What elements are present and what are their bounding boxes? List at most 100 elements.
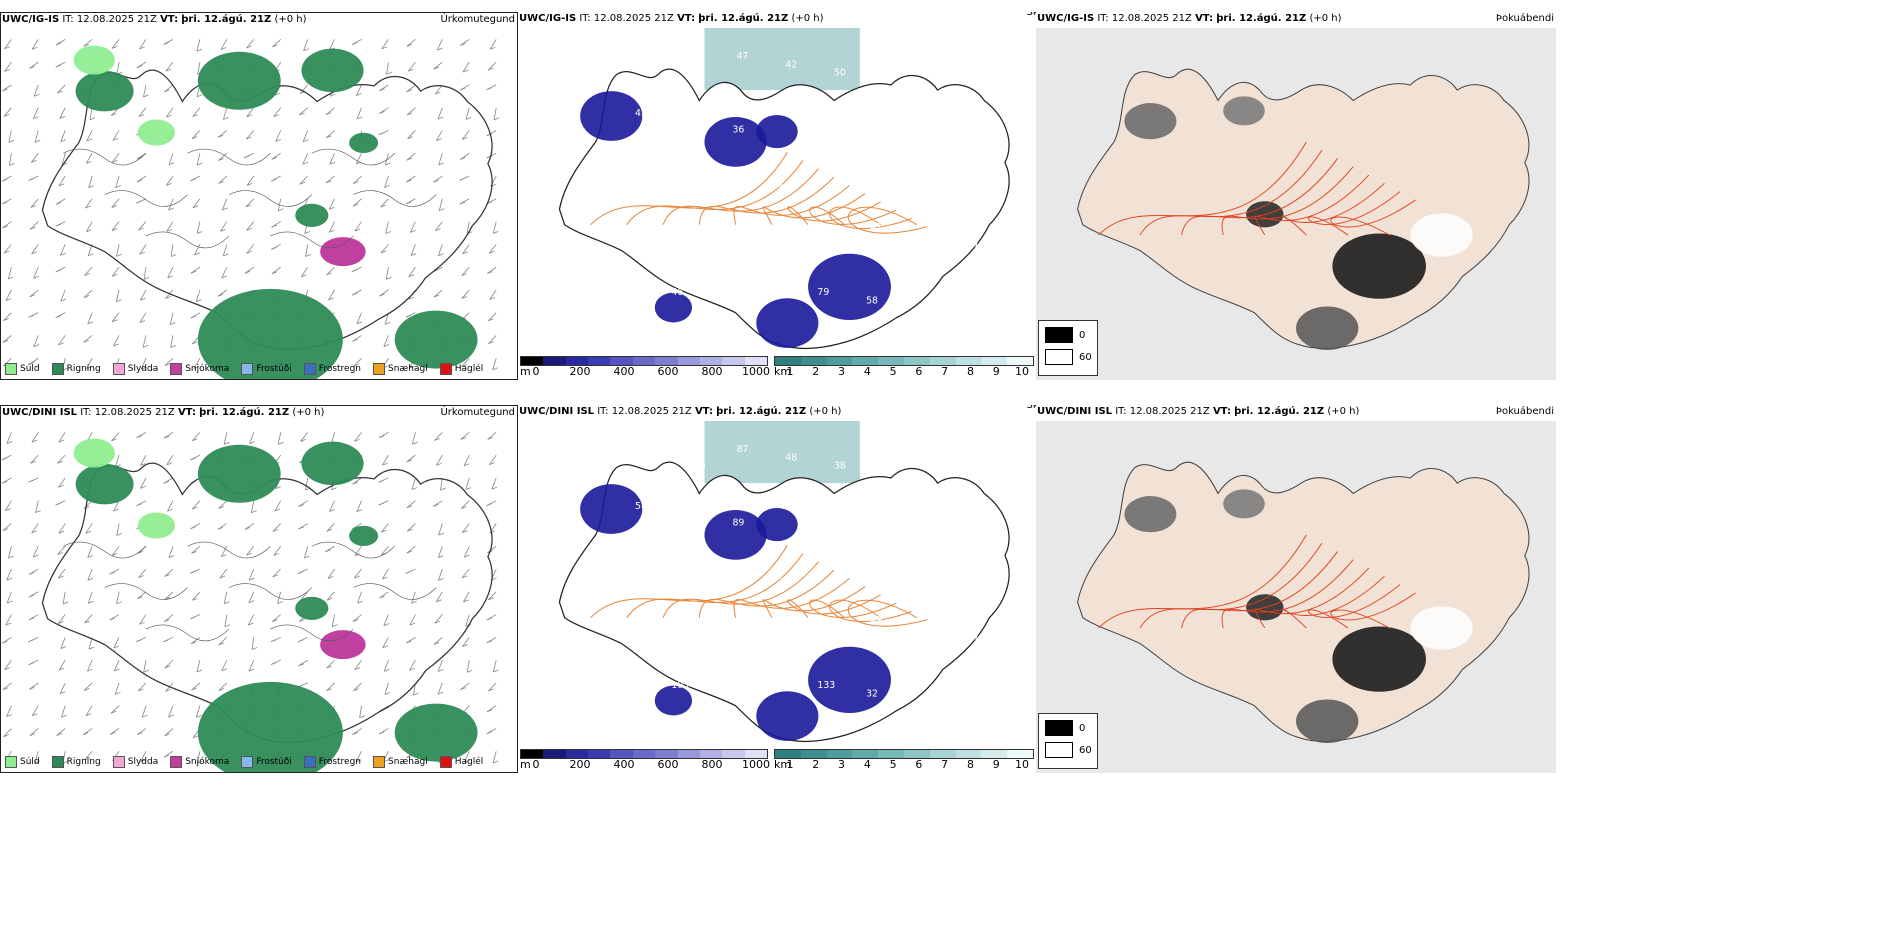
panel-title: Skyggni bbox=[1026, 12, 1036, 18]
colorbar-tick: 600 bbox=[657, 758, 679, 771]
map-panel-precip-type: UWC/DINI ISL IT: 12.08.2025 21Z VT: þri.… bbox=[0, 405, 518, 773]
colorbar-tick: 4 bbox=[863, 758, 871, 771]
ceiling-label: 64 bbox=[680, 558, 692, 569]
fog-legend-value: 60 bbox=[1079, 351, 1092, 363]
colorbar-tick: 1000 bbox=[742, 365, 770, 378]
legend-swatch bbox=[51, 363, 64, 375]
ceiling-label: 60 bbox=[931, 59, 943, 70]
colorbar-tick: 3 bbox=[838, 365, 846, 378]
colorbar-tick: 7 bbox=[941, 365, 949, 378]
colorbar-strip bbox=[520, 749, 768, 759]
visibility_bar-colorbar: km 1 2 3 4 5 6 7 8 9 10 bbox=[774, 356, 1034, 378]
fog-legend-swatch bbox=[1045, 742, 1073, 758]
panel-title: Þokuábendi bbox=[1495, 13, 1554, 24]
valid-time-label: VT: bbox=[1212, 406, 1231, 417]
fog-legend-value: 0 bbox=[1079, 329, 1086, 341]
valid-time: þri. 12.ágú. 21Z bbox=[1216, 13, 1307, 24]
roads bbox=[1098, 534, 1416, 629]
legend-swatch bbox=[112, 363, 125, 375]
ceiling-label: 60 bbox=[976, 509, 988, 520]
colorbar-tick: 2 bbox=[812, 365, 820, 378]
colorbar-tick: 10 bbox=[1015, 365, 1029, 378]
ceiling-label: 263 bbox=[639, 452, 657, 463]
ceiling-label: 76 bbox=[830, 509, 842, 520]
ceiling-label: 89 bbox=[732, 518, 744, 529]
ceiling-label: 55 bbox=[927, 501, 939, 512]
legend-label: Súld bbox=[20, 364, 40, 374]
ceiling-label: 79 bbox=[817, 287, 829, 298]
model-name: UWC/IG-IS bbox=[519, 13, 577, 24]
ceiling-label: 74 bbox=[675, 631, 687, 642]
fog-legend-value: 0 bbox=[1079, 722, 1086, 734]
low-visibility-area bbox=[704, 421, 860, 484]
valid-time: þri. 12.ágú. 21Z bbox=[1234, 406, 1325, 417]
colorbar-tick: 200 bbox=[569, 758, 591, 771]
ceiling-label: 48 bbox=[785, 452, 797, 463]
ceiling-label: 50 bbox=[623, 279, 635, 290]
legend-item: Frostúði bbox=[241, 363, 292, 375]
init-time: IT: 12.08.2025 21Z bbox=[579, 13, 674, 24]
panel-title: Úrkomutegund bbox=[440, 407, 515, 418]
ceiling-label: 42 bbox=[635, 108, 647, 119]
legend-item: Frostregn bbox=[303, 363, 361, 375]
ceiling-label: 163 bbox=[923, 575, 941, 586]
init-time: IT: 12.08.2025 21Z bbox=[62, 14, 157, 25]
panel-header: UWC/IG-IS IT: 12.08.2025 21Z VT: þri. 12… bbox=[518, 12, 824, 26]
ceiling-label: 100 bbox=[972, 165, 990, 176]
colorbar-tick: 0 bbox=[532, 758, 540, 771]
model-name: UWC/DINI ISL bbox=[1037, 406, 1113, 417]
valid-time: þri. 12.ágú. 21Z bbox=[716, 406, 807, 417]
legend-item: Rigning bbox=[51, 756, 101, 768]
colorbar-tick: 1 bbox=[786, 365, 794, 378]
panel-header: UWC/DINI ISL IT: 12.08.2025 21Z VT: þri.… bbox=[1036, 405, 1359, 419]
ceiling-labels: 61 49 36 47 42 50 61 60 57 42 40 36 44 46 48 50 15 88 91 82… bbox=[591, 51, 992, 306]
map-canvas: 324 263 240 87 48 38 44 38 48 58 63 89 90 76 41 55 60 68 6… bbox=[558, 421, 1010, 743]
legend-item: Súld bbox=[5, 756, 40, 768]
legend-item: Súld bbox=[5, 363, 40, 375]
ceiling-label: 47 bbox=[737, 51, 749, 62]
panel-title: Úrkomutegund bbox=[440, 14, 515, 25]
fog-legend-swatch bbox=[1045, 327, 1073, 343]
legend-label: Slydda bbox=[127, 364, 159, 374]
legend-item: Rigning bbox=[51, 363, 101, 375]
legend-label: Haglél bbox=[454, 757, 484, 767]
legend-item: Haglél bbox=[439, 363, 483, 375]
valid-time-label: VT: bbox=[677, 13, 696, 24]
ceiling-label: 50 bbox=[834, 68, 846, 79]
wind-barbs bbox=[1, 38, 500, 371]
panel-header: UWC/IG-IS IT: 12.08.2025 21Z VT: þri. 12… bbox=[1036, 12, 1342, 26]
ceiling-label: 49 bbox=[870, 615, 882, 626]
colorbar-tick: 8 bbox=[966, 365, 974, 378]
ceiling-label: 90 bbox=[781, 501, 793, 512]
ceiling-label: 46 bbox=[830, 116, 842, 127]
lead-time: (+0 h) bbox=[274, 14, 307, 25]
low-visibility-area bbox=[704, 28, 860, 91]
precip-areas bbox=[73, 45, 478, 379]
ceiling-label: 20 bbox=[923, 182, 935, 193]
valid-time-label: VT: bbox=[177, 407, 196, 418]
map-panel-precip-type: UWC/IG-IS IT: 12.08.2025 21Z VT: þri. 12… bbox=[0, 12, 518, 380]
ceiling-label: 13 bbox=[874, 173, 886, 184]
ceiling-label: 48 bbox=[879, 125, 891, 136]
colorbar-strip bbox=[774, 356, 1034, 366]
map-canvas: 61 49 36 47 42 50 61 60 57 42 40 36 44 46 48 50 15 88 91 82… bbox=[558, 28, 1010, 350]
roads bbox=[590, 544, 928, 627]
legend-item: Frostregn bbox=[303, 756, 361, 768]
ceiling-label: 75 bbox=[972, 558, 984, 569]
colorbar-tick: 4 bbox=[863, 365, 871, 378]
legend-swatch bbox=[5, 363, 17, 375]
ceiling-label: 45 bbox=[724, 222, 736, 233]
legend-swatch bbox=[439, 756, 452, 768]
colorbar-tick: 9 bbox=[992, 758, 1000, 771]
fog-legend-swatch bbox=[1045, 349, 1073, 365]
ceiling-label: 133 bbox=[817, 680, 835, 691]
colorbar-strip bbox=[774, 749, 1034, 759]
ceiling-label: 96 bbox=[777, 182, 789, 193]
valid-time-label: VT: bbox=[1195, 13, 1214, 24]
colorbar-tick: 1 bbox=[786, 758, 794, 771]
colorbar-unit: km bbox=[774, 758, 792, 771]
ceiling-label: 48 bbox=[980, 461, 992, 472]
lead-time: (+0 h) bbox=[292, 407, 325, 418]
ceiling-label: 70 bbox=[720, 688, 732, 699]
ceiling-label: 52 bbox=[720, 295, 732, 306]
